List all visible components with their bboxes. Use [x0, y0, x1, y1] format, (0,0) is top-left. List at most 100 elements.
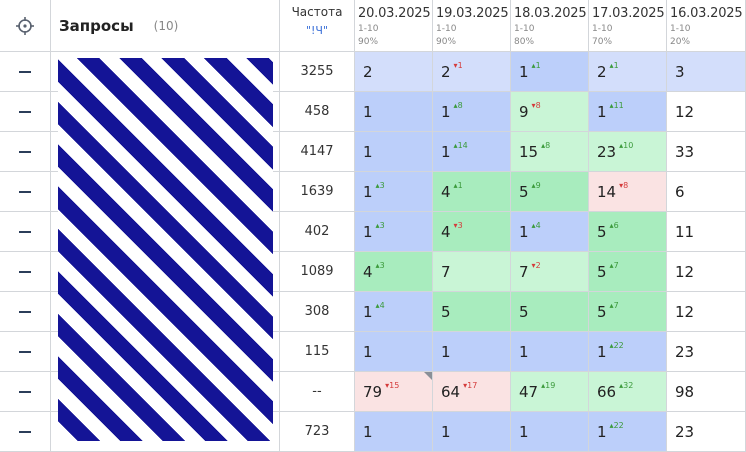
queries-header[interactable]: Запросы (10): [51, 0, 280, 52]
dash-icon[interactable]: [19, 230, 31, 233]
dash-icon[interactable]: [19, 110, 31, 113]
date-column-header[interactable]: 19.03.2025 1-10 90%: [433, 0, 511, 52]
arrow-up-icon: ▴: [375, 181, 380, 190]
position-cell[interactable]: 1 ▴3: [355, 212, 433, 252]
position-value: 23: [597, 142, 617, 161]
arrow-down-icon: ▾: [463, 381, 468, 390]
dash-icon[interactable]: [19, 190, 31, 193]
position-cell[interactable]: 12: [667, 252, 746, 292]
position-cell[interactable]: 5 ▴6: [589, 212, 667, 252]
date-column-header[interactable]: 16.03.2025 1-10 20%: [667, 0, 746, 52]
position-cell[interactable]: 1 ▴11: [589, 92, 667, 132]
position-cell[interactable]: 14 ▾8: [589, 172, 667, 212]
row-toggle[interactable]: [0, 372, 51, 412]
position-cell[interactable]: 5 ▴9: [511, 172, 589, 212]
frequency-value: 3255: [280, 52, 355, 92]
position-cell[interactable]: 12: [667, 292, 746, 332]
position-cell[interactable]: 33: [667, 132, 746, 172]
position-cell[interactable]: 4 ▾3: [433, 212, 511, 252]
position-cell[interactable]: 47 ▴19: [511, 372, 589, 412]
position-cell[interactable]: 79 ▾15: [355, 372, 433, 412]
position-cell[interactable]: 15 ▴8: [511, 132, 589, 172]
position-cell[interactable]: 1: [355, 332, 433, 372]
frequency-header[interactable]: Частота "!Ч": [280, 0, 355, 52]
position-cell[interactable]: 3: [667, 52, 746, 92]
position-delta-up: ▴1: [610, 61, 619, 70]
position-cell[interactable]: 98: [667, 372, 746, 412]
position-cell[interactable]: 1: [355, 92, 433, 132]
position-cell[interactable]: 1 ▴4: [355, 292, 433, 332]
position-cell[interactable]: 1: [433, 412, 511, 452]
crosshair-target-icon[interactable]: [15, 16, 35, 36]
frequency-value: 115: [280, 332, 355, 372]
position-cell[interactable]: 23 ▴10: [589, 132, 667, 172]
position-delta-up: ▴7: [610, 301, 619, 310]
position-cell[interactable]: 6: [667, 172, 746, 212]
date-column-header[interactable]: 17.03.2025 1-10 70%: [589, 0, 667, 52]
position-cell[interactable]: 1 ▴3: [355, 172, 433, 212]
arrow-up-icon: ▴: [541, 381, 546, 390]
position-cell[interactable]: 12: [667, 92, 746, 132]
position-cell[interactable]: 1 ▴4: [511, 212, 589, 252]
position-cell[interactable]: 1 ▴22: [589, 412, 667, 452]
delta-value: 22: [613, 421, 624, 430]
delta-value: 1: [457, 181, 463, 190]
position-cell[interactable]: 5 ▴7: [589, 252, 667, 292]
position-cell[interactable]: 11: [667, 212, 746, 252]
arrow-down-icon: ▾: [453, 221, 458, 230]
position-cell[interactable]: 66 ▴32: [589, 372, 667, 412]
position-value: 98: [675, 382, 695, 401]
row-toggle[interactable]: [0, 52, 51, 92]
arrow-up-icon: ▴: [541, 141, 546, 150]
position-cell[interactable]: 1: [355, 132, 433, 172]
dash-icon[interactable]: [19, 430, 31, 433]
date-column-header[interactable]: 18.03.2025 1-10 80%: [511, 0, 589, 52]
row-toggle[interactable]: [0, 132, 51, 172]
row-toggle[interactable]: [0, 292, 51, 332]
row-toggle[interactable]: [0, 332, 51, 372]
position-cell[interactable]: 4 ▴1: [433, 172, 511, 212]
position-cell[interactable]: 4 ▴3: [355, 252, 433, 292]
delta-value: 4: [379, 301, 385, 310]
position-cell[interactable]: 2 ▴1: [589, 52, 667, 92]
delta-value: 8: [545, 141, 551, 150]
position-cell[interactable]: 5: [433, 292, 511, 332]
frequency-value: 402: [280, 212, 355, 252]
frequency-type-link[interactable]: "!Ч": [305, 24, 329, 37]
row-toggle[interactable]: [0, 212, 51, 252]
position-cell[interactable]: 1 ▴14: [433, 132, 511, 172]
position-cell[interactable]: 7 ▾2: [511, 252, 589, 292]
position-cell[interactable]: 7: [433, 252, 511, 292]
position-cell[interactable]: 9 ▾8: [511, 92, 589, 132]
position-value: 12: [675, 302, 695, 321]
dash-icon[interactable]: [19, 390, 31, 393]
date-column-header[interactable]: 20.03.2025 1-10 90%: [355, 0, 433, 52]
position-cell[interactable]: 1 ▴22: [589, 332, 667, 372]
delta-value: 22: [613, 341, 624, 350]
dash-icon[interactable]: [19, 70, 31, 73]
position-cell[interactable]: 1: [355, 412, 433, 452]
position-cell[interactable]: 2 ▾1: [433, 52, 511, 92]
position-cell[interactable]: 5 ▴7: [589, 292, 667, 332]
dash-icon[interactable]: [19, 150, 31, 153]
position-cell[interactable]: 1: [433, 332, 511, 372]
position-cell[interactable]: 1 ▴8: [433, 92, 511, 132]
delta-value: 17: [467, 381, 478, 390]
dash-icon[interactable]: [19, 270, 31, 273]
dash-icon[interactable]: [19, 310, 31, 313]
position-value: 1: [597, 102, 607, 121]
position-cell[interactable]: 23: [667, 332, 746, 372]
dash-icon[interactable]: [19, 350, 31, 353]
header-target-cell[interactable]: [0, 0, 51, 52]
row-toggle[interactable]: [0, 412, 51, 452]
position-cell[interactable]: 23: [667, 412, 746, 452]
row-toggle[interactable]: [0, 92, 51, 132]
row-toggle[interactable]: [0, 252, 51, 292]
position-cell[interactable]: 1 ▴1: [511, 52, 589, 92]
position-cell[interactable]: 1: [511, 412, 589, 452]
position-cell[interactable]: 1: [511, 332, 589, 372]
position-cell[interactable]: 64 ▾17: [433, 372, 511, 412]
position-cell[interactable]: 2: [355, 52, 433, 92]
row-toggle[interactable]: [0, 172, 51, 212]
position-cell[interactable]: 5: [511, 292, 589, 332]
